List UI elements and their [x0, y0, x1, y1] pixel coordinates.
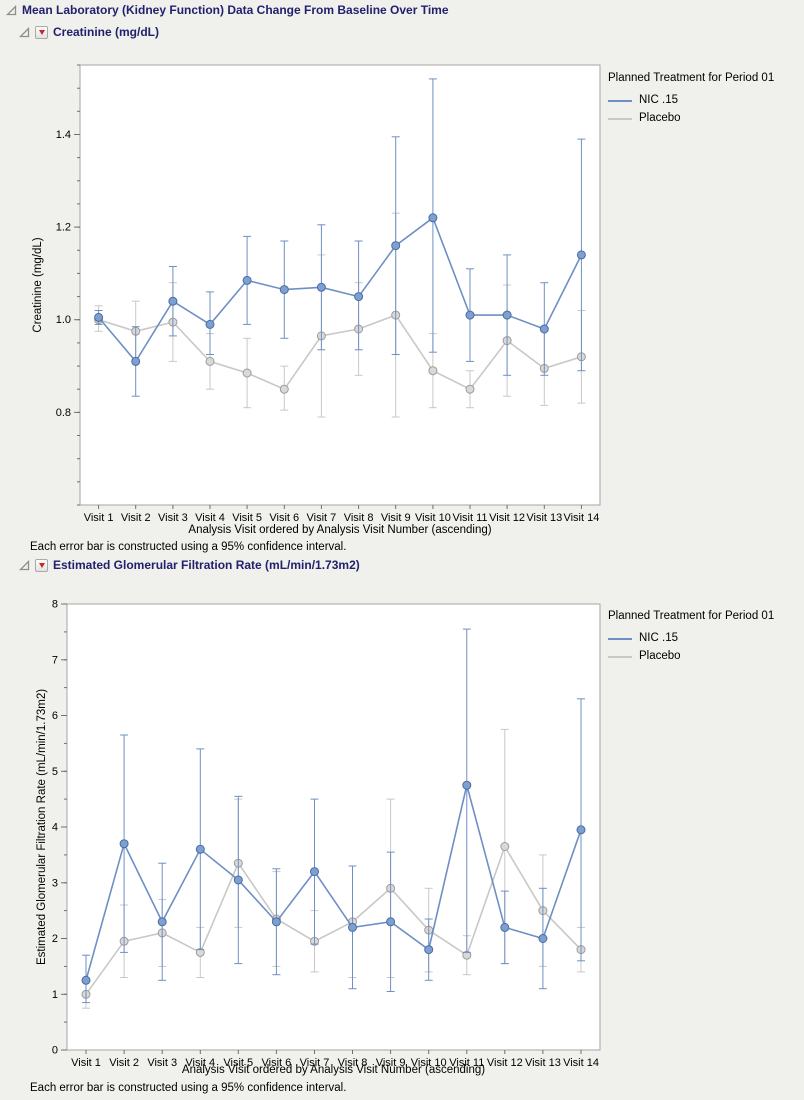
- svg-text:Visit 3: Visit 3: [147, 1057, 177, 1068]
- disclosure-open-icon: [18, 26, 29, 37]
- section-title: Creatinine (mg/dL): [53, 25, 160, 39]
- svg-text:Visit 4: Visit 4: [185, 1057, 215, 1068]
- svg-text:0.8: 0.8: [56, 407, 71, 419]
- svg-text:1.2: 1.2: [56, 222, 71, 234]
- x-axis-ticks: [98, 505, 582, 509]
- x-axis-tick-labels: Visit 1 Visit 2 Visit 3 Visit 4 Visit 5 Visit…: [84, 512, 600, 524]
- svg-text:0: 0: [52, 1045, 58, 1057]
- red-triangle-menu-icon[interactable]: [35, 25, 48, 39]
- legend-item-nic15[interactable]: NIC .15: [608, 93, 774, 108]
- disclosure-triangle-icon[interactable]: [18, 559, 30, 571]
- plot-frame: [66, 603, 601, 1051]
- svg-text:Visit 11: Visit 11: [452, 512, 487, 524]
- series-markers[interactable]: [94, 213, 586, 366]
- series-line[interactable]: [97, 216, 583, 363]
- creatinine-plot[interactable]: 0.8 1.0 1.2 1.4 Visit 1 Visit 2 Visit 3 Visit 4…: [30, 60, 608, 526]
- section-title: Estimated Glomerular Filtration Rate (mL…: [53, 558, 360, 572]
- legend-line-swatch: [608, 637, 632, 640]
- svg-text:Visit 1: Visit 1: [84, 512, 114, 524]
- svg-text:Visit 13: Visit 13: [525, 1057, 561, 1068]
- svg-text:Visit 14: Visit 14: [563, 1057, 599, 1068]
- disclosure-open-icon: [18, 559, 29, 570]
- svg-text:1.4: 1.4: [56, 129, 71, 141]
- svg-text:Visit 10: Visit 10: [411, 1057, 447, 1068]
- svg-text:Visit 1: Visit 1: [71, 1057, 101, 1068]
- x-axis-title: Analysis Visit ordered by Analysis Visit…: [181, 1064, 486, 1076]
- legend-line-swatch: [608, 117, 632, 120]
- y-axis-ticks: [61, 603, 67, 1051]
- svg-text:Visit 2: Visit 2: [121, 512, 151, 524]
- error-bar-footnote: Each error bar is constructed using a 95…: [30, 1082, 347, 1094]
- svg-text:Visit 3: Visit 3: [158, 512, 188, 524]
- svg-text:5: 5: [52, 766, 58, 778]
- svg-text:Visit 4: Visit 4: [195, 512, 225, 524]
- svg-text:Visit 14: Visit 14: [563, 512, 599, 524]
- svg-text:8: 8: [52, 599, 58, 611]
- legend-item-placebo[interactable]: Placebo: [608, 111, 774, 126]
- y-axis-tick-labels: 0 1 2 3 4 5 6 7 8: [52, 599, 58, 1057]
- section-header-egfr: Estimated Glomerular Filtration Rate (mL…: [18, 558, 360, 572]
- series-markers[interactable]: [81, 780, 586, 985]
- section-header-creatinine: Creatinine (mg/dL): [18, 25, 159, 39]
- series-line[interactable]: [98, 314, 582, 391]
- legend-item-placebo[interactable]: Placebo: [608, 649, 774, 664]
- plot-frame: [79, 64, 601, 506]
- series-line[interactable]: [85, 844, 582, 995]
- svg-text:Visit 7: Visit 7: [307, 512, 337, 524]
- svg-text:Visit 10: Visit 10: [415, 512, 451, 524]
- x-axis-ticks: [85, 1050, 582, 1054]
- svg-text:6: 6: [52, 710, 58, 722]
- svg-text:Visit 9: Visit 9: [381, 512, 411, 524]
- legend-line-swatch: [608, 655, 632, 658]
- svg-text:7: 7: [52, 654, 58, 666]
- x-axis-tick-labels: Visit 1 Visit 2 Visit 3 Visit 4 Visit 5 Visit…: [71, 1057, 599, 1068]
- disclosure-open-icon: [5, 4, 16, 15]
- svg-text:Visit 9: Visit 9: [376, 1057, 406, 1068]
- disclosure-triangle-icon[interactable]: [5, 4, 17, 16]
- legend-label: NIC .15: [639, 632, 678, 644]
- svg-text:Visit 12: Visit 12: [487, 1057, 523, 1068]
- main-outline-header: Mean Laboratory (Kidney Function) Data C…: [5, 3, 449, 17]
- red-triangle-menu-icon[interactable]: [35, 558, 48, 572]
- legend-title: Planned Treatment for Period 01: [608, 610, 775, 622]
- svg-text:1.0: 1.0: [56, 314, 71, 326]
- legend-label: Placebo: [639, 112, 681, 124]
- svg-text:Visit 5: Visit 5: [232, 512, 262, 524]
- svg-text:Visit 5: Visit 5: [223, 1057, 253, 1068]
- svg-text:Visit 8: Visit 8: [344, 512, 374, 524]
- legend-label: NIC .15: [639, 94, 678, 106]
- error-bar-footnote: Each error bar is constructed using a 95…: [30, 541, 347, 553]
- y-axis-ticks: [74, 64, 80, 506]
- svg-text:Visit 7: Visit 7: [300, 1057, 330, 1068]
- svg-text:Visit 12: Visit 12: [489, 512, 525, 524]
- disclosure-triangle-icon[interactable]: [18, 26, 30, 38]
- x-axis-title: Analysis Visit ordered by Analysis Visit…: [188, 524, 492, 536]
- legend-line-swatch: [608, 99, 632, 102]
- page-title: Mean Laboratory (Kidney Function) Data C…: [22, 3, 449, 17]
- svg-text:4: 4: [52, 822, 58, 834]
- legend-item-nic15[interactable]: NIC .15: [608, 631, 774, 646]
- svg-text:Visit 13: Visit 13: [526, 512, 562, 524]
- legend-creatinine: Planned Treatment for Period 01 NIC .15 …: [608, 71, 774, 126]
- svg-text:Visit 2: Visit 2: [109, 1057, 139, 1068]
- legend-egfr: Planned Treatment for Period 01 NIC .15 …: [608, 609, 774, 664]
- y-axis-tick-labels: 0.8 1.0 1.2 1.4: [56, 129, 71, 419]
- svg-text:2: 2: [52, 933, 58, 945]
- svg-text:Visit 8: Visit 8: [338, 1057, 368, 1068]
- svg-text:3: 3: [52, 877, 58, 889]
- svg-text:Visit 11: Visit 11: [449, 1057, 484, 1068]
- legend-label: Placebo: [639, 650, 681, 662]
- svg-text:1: 1: [52, 989, 58, 1001]
- svg-text:Visit 6: Visit 6: [269, 512, 299, 524]
- series-line[interactable]: [85, 784, 582, 981]
- legend-title: Planned Treatment for Period 01: [608, 72, 775, 84]
- svg-text:Visit 6: Visit 6: [262, 1057, 292, 1068]
